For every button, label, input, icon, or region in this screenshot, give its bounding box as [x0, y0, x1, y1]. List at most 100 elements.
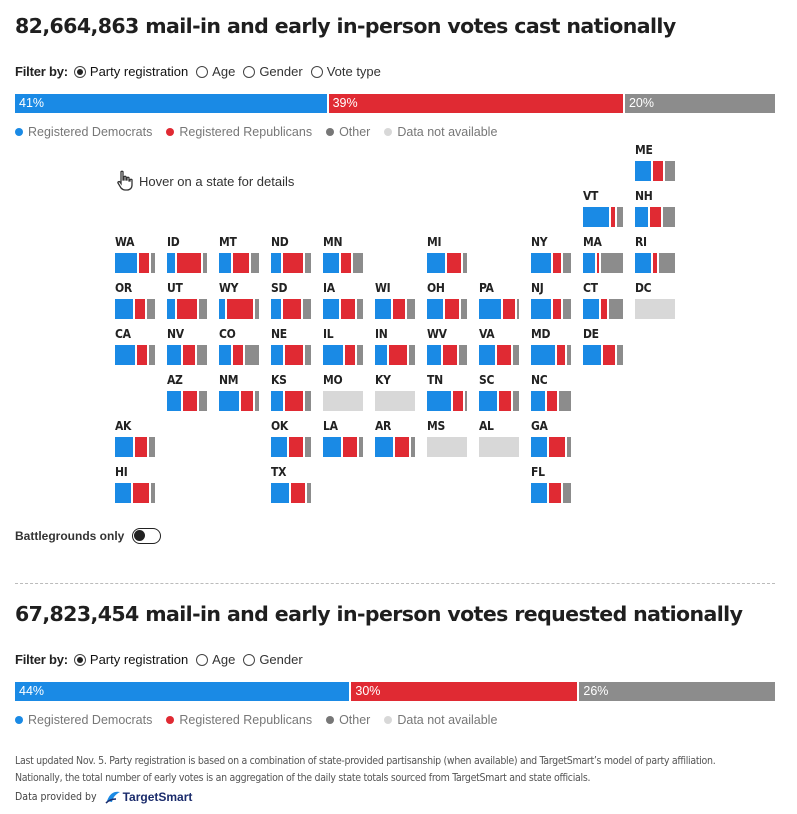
radio-label: Gender [259, 652, 303, 667]
state-abbr: AK [115, 419, 132, 433]
state-bar [271, 253, 311, 273]
legend-label: Other [339, 713, 371, 727]
state-tile-mi[interactable]: MI [427, 235, 467, 275]
state-bar-segment-dem [167, 253, 175, 273]
state-abbr: WV [427, 327, 447, 341]
requested-filter-age[interactable]: Age [196, 652, 235, 667]
state-bar [323, 345, 363, 365]
state-tile-hi[interactable]: HI [115, 465, 155, 505]
radio-icon [196, 653, 209, 666]
radio-label: Vote type [326, 64, 381, 79]
state-tile-or[interactable]: OR [115, 281, 155, 321]
state-tile-nc[interactable]: NC [531, 373, 571, 413]
state-tile-tx[interactable]: TX [271, 465, 311, 505]
state-tile-oh[interactable]: OH [427, 281, 467, 321]
requested-filter-gender[interactable]: Gender [243, 652, 303, 667]
targetsmart-logo[interactable]: TargetSmart [105, 790, 193, 804]
state-tile-va[interactable]: VA [479, 327, 519, 367]
state-bar-segment-other [303, 345, 311, 365]
state-tile-ne[interactable]: NE [271, 327, 311, 367]
state-tile-ct[interactable]: CT [583, 281, 623, 321]
state-tile-mt[interactable]: MT [219, 235, 259, 275]
state-tile-in[interactable]: IN [375, 327, 415, 367]
state-tile-sc[interactable]: SC [479, 373, 519, 413]
state-tile-ga[interactable]: GA [531, 419, 571, 459]
state-bar-segment-rep [545, 391, 557, 411]
state-tile-wy[interactable]: WY [219, 281, 259, 321]
state-tile-ca[interactable]: CA [115, 327, 155, 367]
state-bar-segment-rep [339, 299, 355, 319]
state-tile-id[interactable]: ID [167, 235, 207, 275]
state-bar-segment-rep [501, 299, 515, 319]
state-abbr: CT [583, 281, 598, 295]
legend-item-rep: Registered Republicans [166, 713, 312, 727]
state-abbr: TX [271, 465, 287, 479]
cast-legend: Registered Democrats Registered Republic… [15, 125, 511, 139]
cast-filter-age[interactable]: Age [196, 64, 235, 79]
state-tile-ak[interactable]: AK [115, 419, 155, 459]
cast-filter-party-registration[interactable]: Party registration [73, 64, 188, 79]
state-bar-segment-rep [231, 253, 249, 273]
battlegrounds-toggle[interactable] [132, 528, 162, 544]
state-tile-ok[interactable]: OK [271, 419, 311, 459]
state-tile-al[interactable]: AL [479, 419, 519, 459]
state-tile-me[interactable]: ME [635, 143, 675, 183]
state-tile-nj[interactable]: NJ [531, 281, 571, 321]
provider-name: TargetSmart [122, 790, 193, 804]
state-tile-dc[interactable]: DC [635, 281, 675, 321]
state-abbr: IA [323, 281, 335, 295]
state-bar-segment-other [301, 299, 311, 319]
legend-dot-rep [166, 716, 175, 724]
state-bar-segment-dem [531, 345, 555, 365]
state-tile-wi[interactable]: WI [375, 281, 415, 321]
cast-filter-gender[interactable]: Gender [243, 64, 303, 79]
state-tile-de[interactable]: DE [583, 327, 623, 367]
state-tile-ma[interactable]: MA [583, 235, 623, 275]
requested-filter-party-registration[interactable]: Party registration [73, 652, 188, 667]
radio-icon [196, 65, 209, 78]
state-bar-segment-rep [181, 345, 195, 365]
state-bar [583, 345, 623, 365]
state-tile-mo[interactable]: MO [323, 373, 363, 413]
state-bar-segment-dem [531, 253, 551, 273]
state-tile-fl[interactable]: FL [531, 465, 571, 505]
state-bar-segment-other [303, 253, 311, 273]
cast-filter-vote-type[interactable]: Vote type [310, 64, 381, 79]
state-tile-ri[interactable]: RI [635, 235, 675, 275]
state-tile-sd[interactable]: SD [271, 281, 311, 321]
state-abbr: ID [167, 235, 180, 249]
state-tile-ut[interactable]: UT [167, 281, 207, 321]
state-bar-segment-dem [271, 483, 289, 503]
state-tile-co[interactable]: CO [219, 327, 259, 367]
state-tile-vt[interactable]: VT [583, 189, 623, 229]
state-tile-ky[interactable]: KY [375, 373, 415, 413]
state-tile-ks[interactable]: KS [271, 373, 311, 413]
state-tile-ia[interactable]: IA [323, 281, 363, 321]
state-bar [219, 299, 259, 319]
state-tile-nv[interactable]: NV [167, 327, 207, 367]
state-tile-pa[interactable]: PA [479, 281, 519, 321]
state-tile-mn[interactable]: MN [323, 235, 363, 275]
state-bar-segment-dem [583, 299, 599, 319]
state-bar-segment-dem [635, 161, 651, 181]
state-bar-segment-other [145, 299, 155, 319]
state-tile-md[interactable]: MD [531, 327, 571, 367]
legend-label: Registered Republicans [179, 125, 313, 139]
state-bar-segment-rep [135, 345, 147, 365]
state-bar-segment-other [355, 299, 363, 319]
state-tile-ar[interactable]: AR [375, 419, 415, 459]
state-bar-segment-dem [271, 437, 287, 457]
state-bar-no-data [479, 437, 519, 457]
state-tile-il[interactable]: IL [323, 327, 363, 367]
state-tile-la[interactable]: LA [323, 419, 363, 459]
state-tile-az[interactable]: AZ [167, 373, 207, 413]
state-tile-tn[interactable]: TN [427, 373, 467, 413]
state-bar-segment-dem [531, 299, 551, 319]
state-tile-nm[interactable]: NM [219, 373, 259, 413]
state-tile-nd[interactable]: ND [271, 235, 311, 275]
state-tile-ny[interactable]: NY [531, 235, 571, 275]
state-tile-ms[interactable]: MS [427, 419, 467, 459]
state-tile-nh[interactable]: NH [635, 189, 675, 229]
state-tile-wv[interactable]: WV [427, 327, 467, 367]
state-tile-wa[interactable]: WA [115, 235, 155, 275]
